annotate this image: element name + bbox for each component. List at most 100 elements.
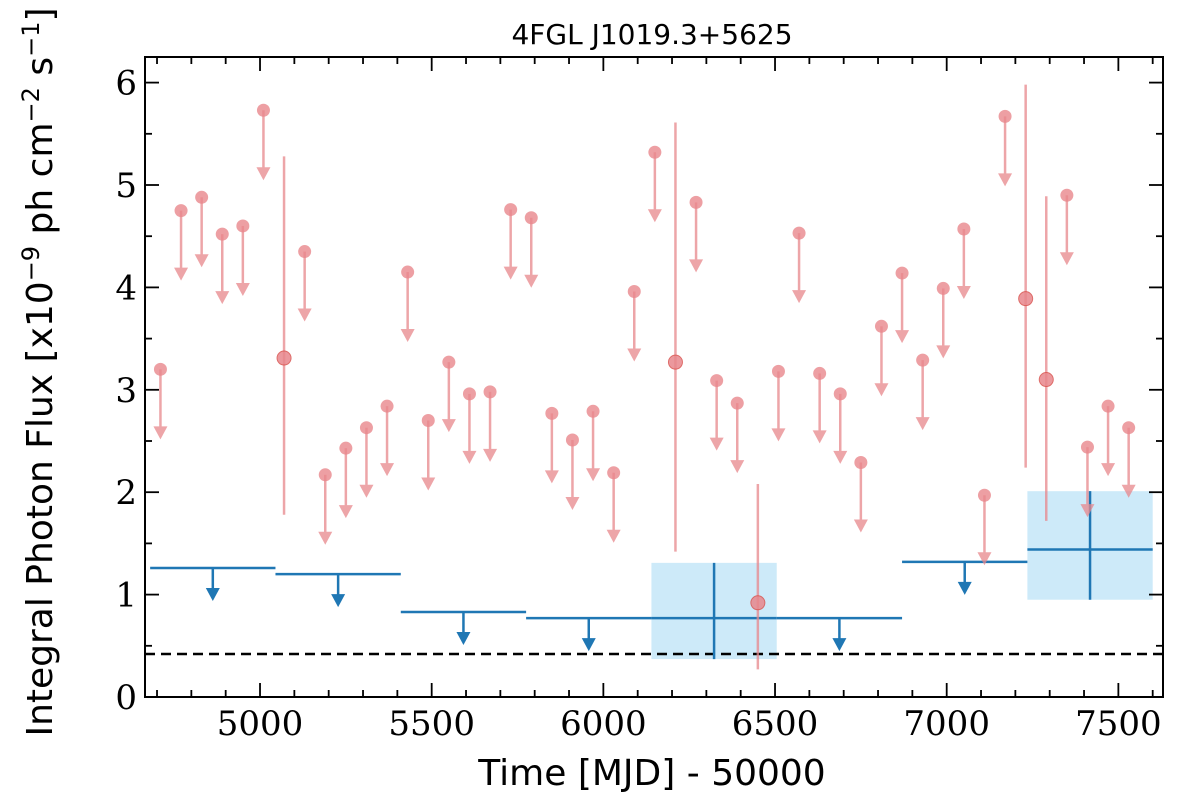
short-bin-arrow: [647, 152, 662, 223]
axes-border: [144, 56, 1164, 698]
upper-limit-arrowhead: [957, 581, 972, 595]
y-tick-label: 1: [115, 576, 137, 616]
short-bin-arrow: [627, 291, 642, 362]
short-bin-arrow: [174, 210, 189, 281]
y-axis-label: Integral Photon Flux [x10−9 ph cm−2 s−1]: [17, 7, 61, 736]
short-bin-arrow: [586, 411, 601, 482]
short-bin-marker: [667, 354, 683, 370]
short-bin-arrow: [338, 448, 353, 519]
upper-limit-arrowhead: [832, 638, 847, 652]
short-bin-arrow: [235, 225, 250, 296]
upper-limit-arrowhead: [544, 470, 559, 484]
short-bin-detection: [750, 484, 766, 670]
upper-limit-arrowhead: [456, 632, 471, 646]
short-bin-marker: [174, 204, 188, 218]
short-bin-upper-limit: [544, 406, 559, 484]
short-bin-marker: [607, 466, 621, 480]
short-bin-arrow: [1059, 195, 1074, 266]
long-bin-arrow: [832, 618, 847, 652]
long-bin-arrow: [205, 567, 220, 601]
short-bin-marker: [153, 362, 167, 376]
short-bin-detection: [667, 122, 683, 552]
short-bin-marker: [792, 226, 806, 240]
long-bin-upper-limit: [275, 572, 401, 608]
upper-limit-arrowhead: [689, 259, 704, 273]
short-bin-upper-limit: [380, 399, 395, 477]
short-bin-marker: [710, 374, 724, 388]
upper-limit-arrowhead: [205, 587, 220, 601]
upper-limit-arrowhead: [318, 531, 333, 545]
short-bin-marker: [874, 319, 888, 333]
short-bin-arrow: [462, 393, 477, 464]
short-bin-marker: [730, 396, 744, 410]
upper-limit-arrowhead: [853, 519, 868, 533]
short-bin-marker: [442, 355, 456, 369]
short-bin-arrow: [606, 472, 621, 543]
y-tick-label: 4: [115, 268, 137, 308]
short-bin-arrow: [956, 229, 971, 300]
short-bin-marker: [1060, 188, 1074, 202]
short-bin-arrow: [400, 272, 415, 343]
short-bin-upper-limit: [936, 281, 951, 359]
short-bin-upper-limit: [483, 385, 498, 462]
short-bin-arrow: [194, 197, 209, 268]
short-bin-arrow: [215, 234, 230, 305]
short-bin-upper-limit: [606, 466, 621, 543]
short-bin-marker: [504, 203, 518, 217]
short-bin-marker: [957, 222, 971, 236]
short-bin-arrow: [297, 251, 312, 322]
short-bin-marker: [276, 350, 292, 366]
short-bin-upper-limit: [1080, 440, 1095, 518]
short-bin-marker: [1122, 421, 1136, 435]
short-bin-upper-limit: [915, 353, 930, 431]
short-bin-arrow: [936, 288, 951, 359]
long-bin-upper-limit: [526, 616, 652, 652]
short-bin-arrow: [771, 371, 786, 442]
short-bin-arrow: [483, 391, 498, 462]
short-bin-upper-limit: [956, 222, 971, 300]
upper-limit-arrowhead: [1080, 504, 1095, 518]
short-bin-upper-limit: [297, 245, 312, 322]
short-bin-marker: [1080, 440, 1094, 454]
upper-limit-arrowhead: [1101, 463, 1116, 477]
upper-limit-arrowhead: [956, 286, 971, 300]
short-bin-marker: [586, 404, 600, 418]
short-bin-arrow: [565, 439, 580, 510]
short-bin-upper-limit: [833, 387, 848, 464]
short-bin-marker: [256, 103, 270, 117]
short-bin-arrow: [998, 116, 1013, 187]
x-tick-label: 7500: [1075, 704, 1162, 744]
upper-limit-arrowhead: [581, 638, 596, 652]
upper-limit-arrowhead: [235, 282, 250, 296]
upper-limit-arrowhead: [462, 450, 477, 464]
short-bin-upper-limit: [565, 433, 580, 510]
short-bin-detection: [1038, 196, 1054, 521]
short-bin-upper-limit: [812, 366, 827, 444]
short-bin-upper-limit: [689, 195, 704, 273]
upper-limit-arrowhead: [524, 274, 539, 288]
y-tick-label: 5: [115, 166, 137, 206]
short-bin-arrow: [812, 373, 827, 444]
short-bin-marker: [215, 227, 229, 241]
short-bin-arrow: [1080, 447, 1095, 518]
short-bin-arrow: [441, 362, 456, 433]
short-bin-marker: [750, 595, 766, 611]
short-bin-upper-limit: [215, 227, 230, 305]
short-bin-marker: [421, 414, 435, 428]
x-tick-label: 5500: [388, 704, 475, 744]
short-bin-arrow: [524, 217, 539, 288]
long-bin-upper-limit: [902, 560, 1028, 595]
short-bin-arrow: [421, 420, 436, 491]
upper-limit-arrowhead: [792, 290, 807, 304]
y-tick-label: 0: [115, 678, 137, 718]
short-bin-arrow: [153, 369, 168, 440]
short-bin-upper-limit: [1101, 399, 1116, 477]
upper-limit-arrowhead: [297, 308, 312, 322]
short-bin-upper-limit: [524, 211, 539, 288]
upper-limit-arrowhead: [359, 484, 374, 498]
upper-limit-arrowhead: [380, 463, 395, 477]
upper-limit-arrowhead: [709, 437, 724, 451]
short-bin-upper-limit: [400, 265, 415, 343]
upper-limit-arrowhead: [874, 383, 889, 397]
